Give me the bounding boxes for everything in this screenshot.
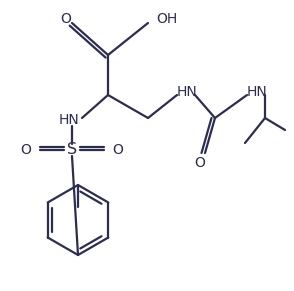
Text: O: O (113, 143, 123, 157)
Text: S: S (67, 143, 77, 157)
Text: O: O (61, 12, 71, 26)
Text: HN: HN (247, 85, 267, 99)
Text: O: O (21, 143, 31, 157)
Text: O: O (195, 156, 206, 170)
Text: OH: OH (156, 12, 177, 26)
Text: HN: HN (59, 113, 79, 127)
Text: HN: HN (177, 85, 197, 99)
